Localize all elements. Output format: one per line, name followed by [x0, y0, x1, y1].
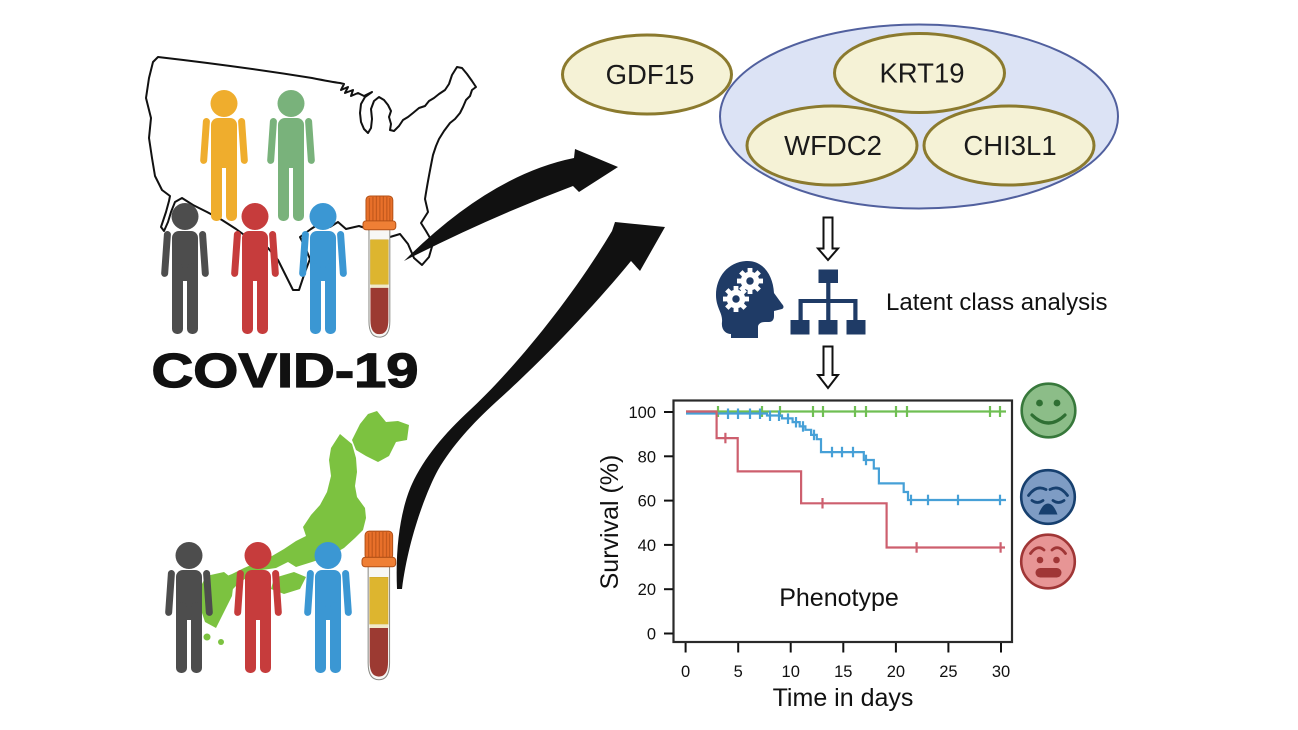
svg-text:0: 0	[681, 663, 690, 681]
svg-text:COVID-19: COVID-19	[152, 344, 419, 398]
svg-text:20: 20	[638, 581, 656, 599]
svg-text:0: 0	[647, 626, 656, 644]
svg-text:Time in days: Time in days	[773, 684, 914, 712]
svg-text:30: 30	[992, 663, 1010, 681]
svg-text:40: 40	[638, 537, 656, 555]
svg-text:Survival (%): Survival (%)	[596, 455, 624, 590]
svg-text:80: 80	[638, 448, 656, 466]
svg-text:WFDC2: WFDC2	[784, 130, 882, 161]
svg-text:GDF15: GDF15	[606, 59, 695, 90]
svg-text:20: 20	[887, 663, 905, 681]
svg-text:25: 25	[939, 663, 957, 681]
svg-text:5: 5	[734, 663, 743, 681]
svg-text:KRT19: KRT19	[879, 58, 964, 89]
svg-text:10: 10	[782, 663, 800, 681]
svg-text:60: 60	[638, 493, 656, 511]
svg-text:100: 100	[628, 404, 656, 422]
svg-text:15: 15	[834, 663, 852, 681]
svg-text:CHI3L1: CHI3L1	[963, 130, 1056, 161]
svg-text:Latent class analysis: Latent class analysis	[886, 289, 1107, 316]
svg-text:Phenotype: Phenotype	[779, 584, 899, 612]
